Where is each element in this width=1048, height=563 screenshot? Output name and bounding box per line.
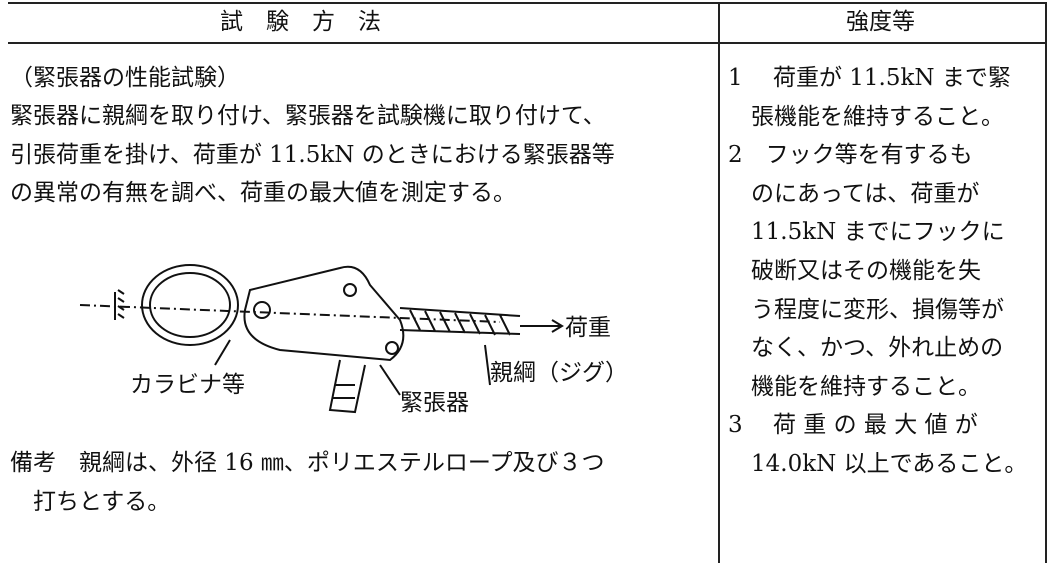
strength-line: 2 フック等を有するも xyxy=(728,142,973,169)
strength-line: 破断又はその機能を失 xyxy=(728,258,981,284)
rule xyxy=(1045,2,1047,563)
strength-line: なく、かつ、外れ止めの xyxy=(728,335,1004,362)
method-line: 引張荷重を掛け、荷重が 11.5kN のときにおける緊張器等 xyxy=(10,141,615,168)
rule xyxy=(8,2,1046,4)
rule xyxy=(718,2,720,563)
label-load: 荷重 xyxy=(565,315,611,341)
rule xyxy=(8,42,1046,44)
strength-line: 1 荷重が 11.5kN まで緊 xyxy=(728,65,1011,91)
strength-line: 機能を維持すること。 xyxy=(728,373,981,400)
strength-line: 14.0kN 以上であること。 xyxy=(728,451,1028,477)
method-line: の異常の有無を調べ、荷重の最大値を測定する。 xyxy=(10,180,516,206)
label-rope: 親綱（ジグ） xyxy=(490,360,628,386)
strength-line: 3 荷 重 の 最 大 値 が xyxy=(728,412,978,439)
label-tensioner: 緊張器 xyxy=(400,390,469,416)
remark-line: 打ちとする。 xyxy=(10,488,171,515)
method-line: 緊張器に親綱を取り付け、緊張器を試験機に取り付けて、 xyxy=(10,103,606,129)
strength-line: のにあっては、荷重が xyxy=(728,180,980,207)
strength-line: 11.5kN までにフックに xyxy=(728,219,1005,246)
label-carabiner: カラビナ等 xyxy=(130,372,245,398)
remark-line: 備考 親綱は、外径 16 ㎜、ポリエステルロープ及び３つ xyxy=(10,450,605,476)
strength-line: う程度に変形、損傷等が xyxy=(728,296,1004,323)
header-method: 試 験 方 法 xyxy=(220,9,381,35)
strength-line: 張機能を維持すること。 xyxy=(728,103,1004,130)
header-strength: 強度等 xyxy=(846,9,915,35)
figure: 荷重 親綱（ジグ） カラビナ等 緊張器 xyxy=(79,264,628,416)
method-heading: （緊張器の性能試験） xyxy=(10,65,240,91)
